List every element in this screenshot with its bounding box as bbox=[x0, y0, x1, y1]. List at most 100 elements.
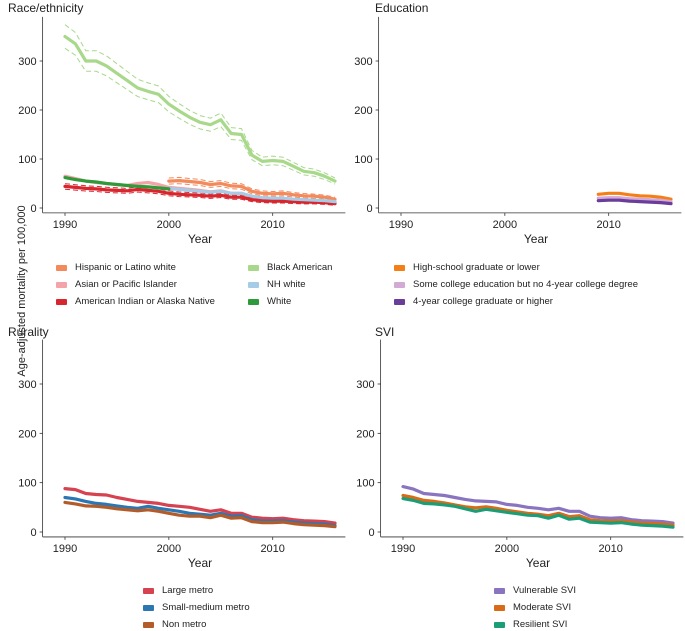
legend-item-white: White bbox=[248, 296, 291, 307]
series-line bbox=[63, 500, 337, 529]
legend-item-aian: American Indian or Alaska Native bbox=[56, 296, 215, 307]
legend-education: High-school graduate or lower Some colle… bbox=[394, 262, 684, 312]
legend-rurality: Large metro Small-medium metro Non metro bbox=[143, 585, 343, 631]
y-tick-label: 0 bbox=[368, 527, 374, 539]
x-axis-label: Year bbox=[188, 556, 212, 570]
y-tick-label: 0 bbox=[366, 203, 372, 215]
legend-item-resilient: Resilient SVI bbox=[494, 619, 567, 630]
legend-swatch bbox=[248, 298, 259, 305]
y-tick-label: 300 bbox=[18, 56, 36, 68]
series-line bbox=[167, 186, 337, 204]
legend-label: Resilient SVI bbox=[513, 619, 568, 630]
series-line bbox=[596, 191, 673, 201]
x-tick-label: 2000 bbox=[493, 219, 517, 231]
legend-svi: Vulnerable SVI Moderate SVI Resilient SV… bbox=[494, 585, 674, 631]
ci-upper-line bbox=[64, 24, 336, 179]
series-line bbox=[63, 487, 337, 525]
x-tick-label: 2010 bbox=[260, 543, 284, 555]
series-line bbox=[596, 196, 673, 204]
x-axis-label: Year bbox=[526, 556, 550, 570]
y-tick-label: 100 bbox=[356, 478, 374, 490]
legend-label: American Indian or Alaska Native bbox=[75, 296, 215, 307]
legend-label: 4-year college graduate or higher bbox=[413, 296, 553, 307]
y-axis-label: Age-adjusted mortality per 100,000 bbox=[16, 205, 28, 377]
y-tick-label: 100 bbox=[18, 478, 36, 490]
y-tick-label: 300 bbox=[18, 379, 36, 391]
legend-race: Hispanic or Latino white Asian or Pacifi… bbox=[56, 262, 356, 312]
legend-swatch bbox=[56, 298, 67, 305]
legend-swatch bbox=[494, 621, 505, 628]
legend-label: Small-medium metro bbox=[162, 602, 250, 613]
x-tick-label: 1990 bbox=[391, 543, 415, 555]
ci-upper-line bbox=[168, 176, 336, 198]
x-tick-label: 2010 bbox=[598, 543, 622, 555]
legend-swatch bbox=[248, 281, 259, 288]
legend-swatch bbox=[494, 604, 505, 611]
legend-item-fouryear: 4-year college graduate or higher bbox=[394, 296, 553, 307]
legend-swatch bbox=[143, 621, 154, 628]
legend-label: Vulnerable SVI bbox=[513, 585, 577, 596]
ci-lower-line bbox=[64, 47, 336, 185]
legend-swatch bbox=[248, 264, 259, 271]
legend-item-large: Large metro bbox=[143, 585, 213, 596]
x-tick-label: 2000 bbox=[157, 219, 181, 231]
ci-lower-line bbox=[168, 183, 336, 202]
y-tick-label: 200 bbox=[356, 428, 374, 440]
legend-swatch bbox=[394, 298, 405, 305]
x-tick-label: 1990 bbox=[53, 219, 77, 231]
legend-swatch bbox=[143, 587, 154, 594]
y-tick-label: 0 bbox=[30, 203, 36, 215]
x-tick-label: 1990 bbox=[53, 543, 77, 555]
legend-label: Large metro bbox=[162, 585, 214, 596]
legend-item-hs: High-school graduate or lower bbox=[394, 262, 540, 273]
series-line bbox=[401, 496, 675, 529]
legend-swatch bbox=[394, 264, 405, 271]
series-line bbox=[401, 485, 675, 525]
y-tick-label: 100 bbox=[354, 154, 372, 166]
x-tick-label: 2000 bbox=[495, 543, 519, 555]
legend-item-somecollege: Some college education but no 4-year col… bbox=[394, 279, 638, 290]
legend-label: Asian or Pacific Islander bbox=[75, 279, 177, 290]
legend-label: Moderate SVI bbox=[513, 602, 572, 613]
legend-swatch bbox=[56, 264, 67, 271]
legend-swatch bbox=[143, 604, 154, 611]
legend-swatch bbox=[394, 281, 405, 288]
series-line bbox=[63, 495, 337, 528]
series-line bbox=[167, 179, 337, 201]
series-line bbox=[63, 34, 337, 183]
x-tick-label: 2010 bbox=[260, 219, 284, 231]
series-line bbox=[401, 493, 675, 527]
legend-label: High-school graduate or lower bbox=[413, 262, 540, 273]
series-line bbox=[596, 198, 673, 206]
series-line bbox=[63, 176, 171, 191]
legend-swatch bbox=[494, 587, 505, 594]
series-line bbox=[63, 184, 337, 206]
y-tick-label: 200 bbox=[354, 105, 372, 117]
x-tick-label: 2010 bbox=[596, 219, 620, 231]
legend-item-asian: Asian or Pacific Islander bbox=[56, 279, 177, 290]
ci-lower-line bbox=[64, 188, 336, 206]
legend-label: Black American bbox=[267, 262, 333, 273]
legend-label: Hispanic or Latino white bbox=[75, 262, 176, 273]
legend-item-moderate: Moderate SVI bbox=[494, 602, 571, 613]
legend-swatch bbox=[56, 281, 67, 288]
y-tick-label: 200 bbox=[18, 428, 36, 440]
y-tick-label: 100 bbox=[18, 154, 36, 166]
legend-label: Some college education but no 4-year col… bbox=[413, 279, 638, 290]
y-tick-label: 200 bbox=[18, 105, 36, 117]
y-tick-label: 300 bbox=[354, 56, 372, 68]
legend-label: White bbox=[267, 296, 292, 307]
x-axis-label: Year bbox=[188, 232, 212, 246]
legend-label: NH white bbox=[267, 279, 306, 290]
legend-item-hispanic: Hispanic or Latino white bbox=[56, 262, 176, 273]
panel-title: Education bbox=[375, 1, 428, 15]
panel-title: SVI bbox=[375, 325, 394, 339]
x-tick-label: 1990 bbox=[389, 219, 413, 231]
x-tick-label: 2000 bbox=[157, 543, 181, 555]
legend-item-vuln: Vulnerable SVI bbox=[494, 585, 576, 596]
legend-item-nhwhite: NH white bbox=[248, 279, 306, 290]
legend-item-smallmed: Small-medium metro bbox=[143, 602, 250, 613]
panel-title: Race/ethnicity bbox=[8, 1, 83, 15]
x-axis-label: Year bbox=[524, 232, 548, 246]
